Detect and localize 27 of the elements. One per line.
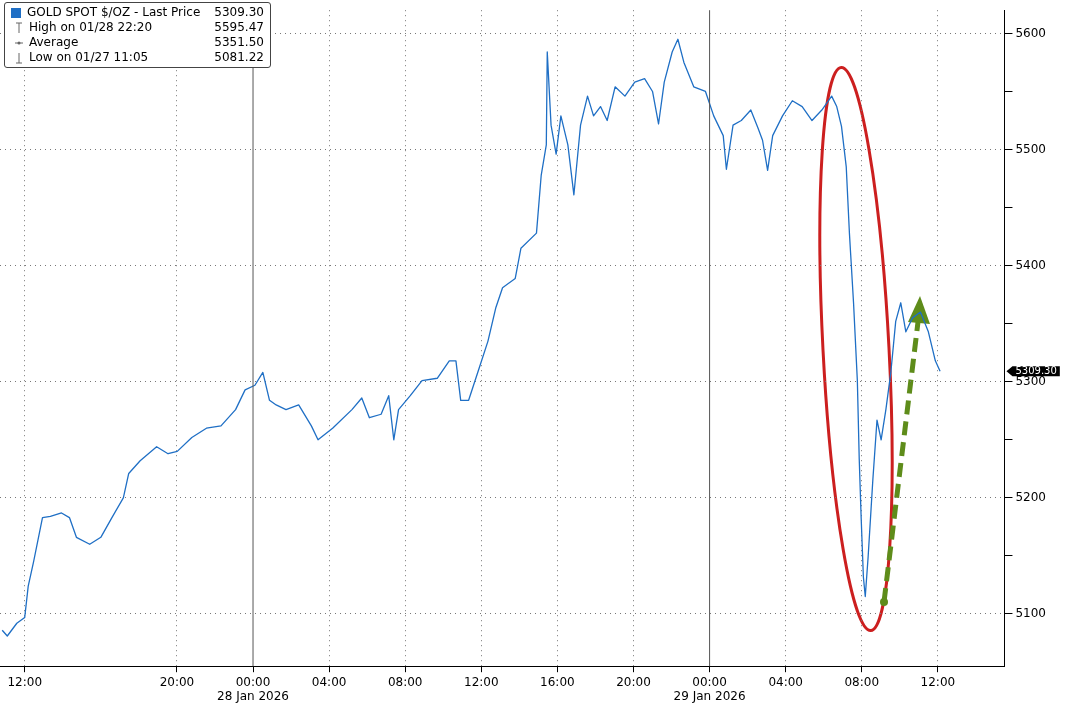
x-tick-label: 00:00 29 Jan 2026 bbox=[673, 674, 746, 703]
annotation: Average bbox=[29, 35, 80, 50]
annotation: Low on 01/27 11:05 bbox=[29, 50, 150, 65]
x-tick-label: 04:00 bbox=[768, 674, 803, 689]
x-tick-label: 20:00 bbox=[159, 674, 195, 689]
x-tick-label: 12:00 bbox=[464, 674, 499, 689]
x-tick-label: 00:00 28 Jan 2026 bbox=[217, 674, 289, 703]
y-tick-label: 5600 bbox=[1015, 25, 1047, 40]
y-tick-label: 5300 bbox=[1015, 373, 1047, 388]
legend-label: GOLD SPOT $/OZ - Last Price bbox=[27, 5, 201, 20]
x-tick-label: 04:00 bbox=[311, 674, 347, 689]
x-tick-label: 20:00 bbox=[616, 674, 651, 689]
y-tick-label: 5200 bbox=[1015, 489, 1047, 504]
y-tick-label: 5500 bbox=[1015, 141, 1047, 156]
x-tick-label: 12:00 bbox=[7, 674, 43, 689]
text: 5309.30 bbox=[1015, 364, 1057, 376]
x-tick-label: 16:00 bbox=[540, 674, 575, 689]
x-tick-label: 12:00 bbox=[920, 674, 956, 689]
x-tick-label: 08:00 bbox=[387, 674, 423, 689]
y-tick-label: 5400 bbox=[1015, 257, 1047, 272]
annotation: 5081.22 bbox=[214, 50, 264, 65]
annotation: 5351.50 bbox=[214, 35, 264, 50]
y-tick-label: 5100 bbox=[1015, 606, 1047, 621]
annotation: 5309.30 bbox=[214, 5, 264, 20]
annotation: 5595.47 bbox=[214, 20, 264, 35]
annotation: High on 01/28 22:20 bbox=[29, 20, 154, 35]
x-tick-label: 08:00 bbox=[844, 674, 880, 689]
